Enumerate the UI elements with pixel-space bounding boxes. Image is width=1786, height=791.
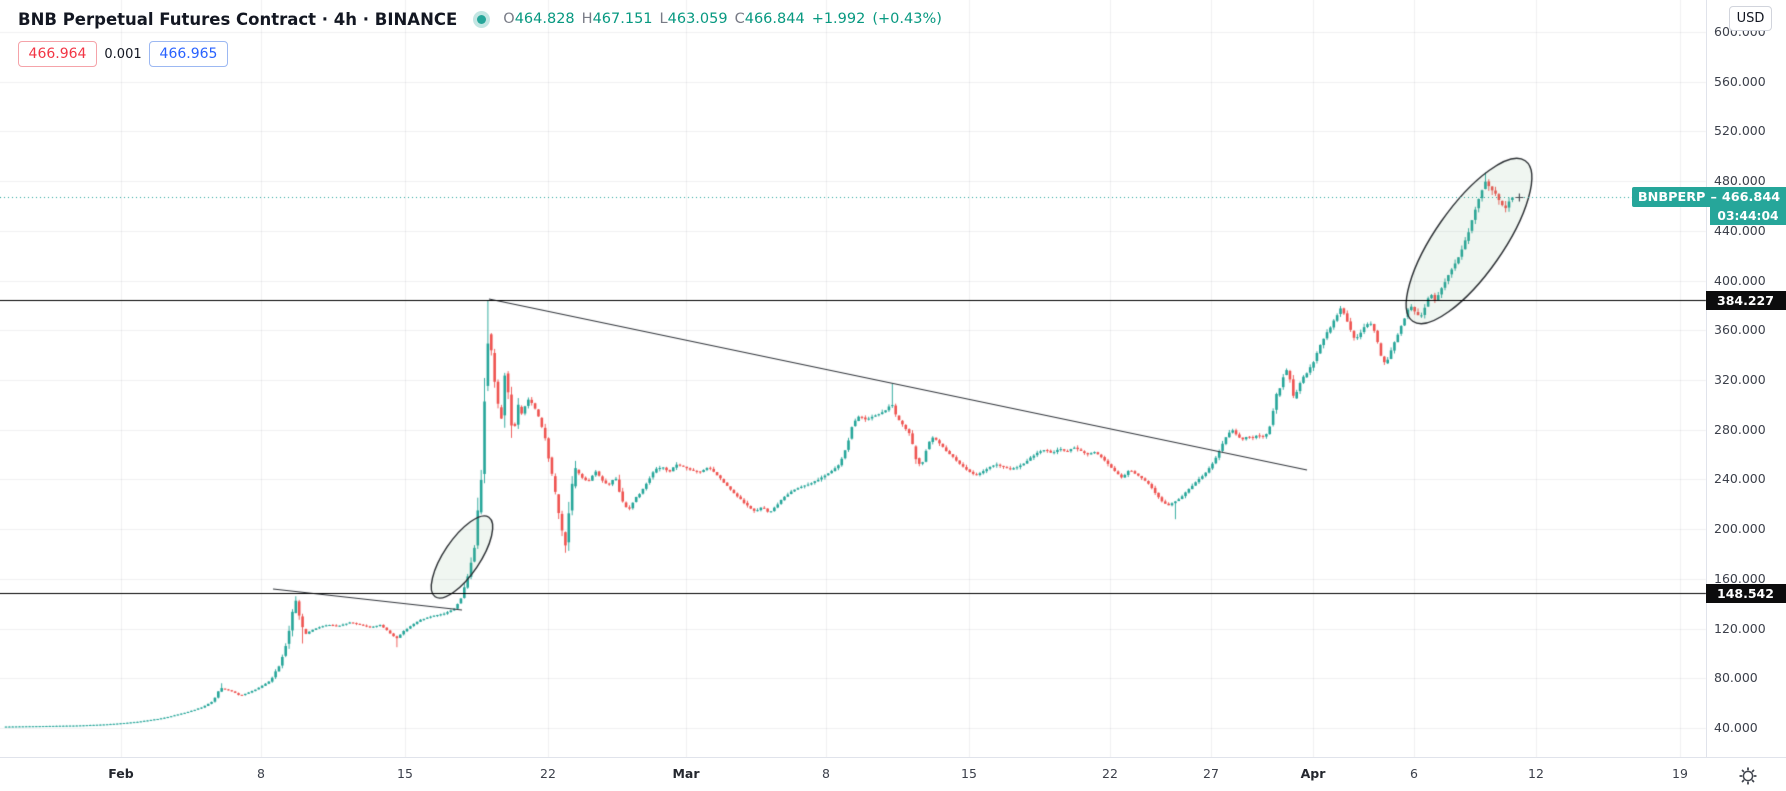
ohlc-readout: O464.828 H467.151 L463.059 C466.844 +1.9… — [503, 11, 942, 27]
time-axis-label: 19 — [1672, 766, 1688, 781]
price-axis-border — [1706, 0, 1707, 791]
time-axis-label: 15 — [961, 766, 977, 781]
last-price-value: 466.844 — [1721, 189, 1781, 205]
price-axis-label: 440.000 — [1714, 222, 1766, 238]
level-tag-support: 148.542 — [1706, 583, 1786, 603]
time-axis-label: 8 — [822, 766, 830, 781]
time-axis-label: 12 — [1528, 766, 1544, 781]
last-price-separator: – — [1710, 189, 1717, 205]
price-axis-label: 360.000 — [1714, 322, 1766, 338]
open-value: O464.828 — [503, 11, 575, 27]
price-axis-label: 400.000 — [1714, 272, 1766, 288]
legend-title-row: BNB Perpetual Futures Contract · 4h · BI… — [18, 6, 942, 32]
time-axis-label: Apr — [1300, 766, 1326, 781]
axis-settings-button[interactable] — [1738, 766, 1758, 786]
price-axis-label: 40.000 — [1714, 720, 1758, 735]
currency-button[interactable]: USD — [1729, 6, 1772, 31]
countdown-tag: 03:44:04 — [1710, 207, 1786, 226]
time-axis-label: 6 — [1410, 766, 1418, 781]
chart-header: BNB Perpetual Futures Contract · 4h · BI… — [18, 6, 942, 67]
price-axis-label: 280.000 — [1714, 421, 1766, 437]
time-axis-label: 22 — [1102, 766, 1118, 781]
price-axis-label: 80.000 — [1714, 670, 1758, 686]
price-axis-label: 240.000 — [1714, 471, 1766, 487]
time-axis-label: 8 — [257, 766, 265, 781]
sell-price-button[interactable]: 466.964 — [18, 41, 97, 67]
time-axis-label: 27 — [1203, 766, 1219, 781]
change-percent: (+0.43%) — [872, 11, 942, 27]
price-axis-label: 120.000 — [1714, 620, 1766, 636]
last-price-tag: BNBPERP – 466.844 — [1632, 187, 1786, 208]
time-axis-label: 22 — [540, 766, 556, 781]
spread-value: 0.001 — [104, 46, 142, 62]
low-value: L463.059 — [659, 11, 728, 27]
time-axis-label: Feb — [108, 766, 134, 781]
buy-price-button[interactable]: 466.965 — [149, 41, 228, 67]
time-axis-label: Mar — [672, 766, 700, 781]
realtime-dot-icon — [473, 10, 491, 28]
time-axis-label: 15 — [397, 766, 413, 781]
change-value: +1.992 — [811, 11, 866, 27]
time-axis[interactable]: Feb 8 15 22 Mar 8 15 22 27 Apr 6 12 19 — [0, 758, 1786, 791]
price-axis-label: 160.000 — [1714, 570, 1766, 586]
price-axis-label: 320.000 — [1714, 372, 1766, 387]
realtime-dot-core — [477, 14, 487, 24]
close-value: C466.844 — [734, 11, 805, 27]
level-tag-resistance: 384.227 — [1706, 290, 1786, 310]
price-axis[interactable]: 600.000 560.000 520.000 480.000 440.000 400.0… — [1707, 0, 1786, 757]
high-value: H467.151 — [581, 11, 653, 27]
symbol-title[interactable]: BNB Perpetual Futures Contract · 4h · BI… — [18, 9, 458, 29]
last-price-symbol: BNBPERP — [1637, 189, 1706, 205]
price-axis-label: 480.000 — [1714, 173, 1766, 189]
price-axis-label: 560.000 — [1714, 73, 1766, 89]
order-panel: 466.964 0.001 466.965 — [18, 41, 942, 67]
price-axis-label: 200.000 — [1714, 521, 1766, 537]
time-axis-border — [0, 757, 1786, 758]
gear-icon — [1739, 767, 1757, 785]
price-axis-label: 520.000 — [1714, 123, 1766, 139]
